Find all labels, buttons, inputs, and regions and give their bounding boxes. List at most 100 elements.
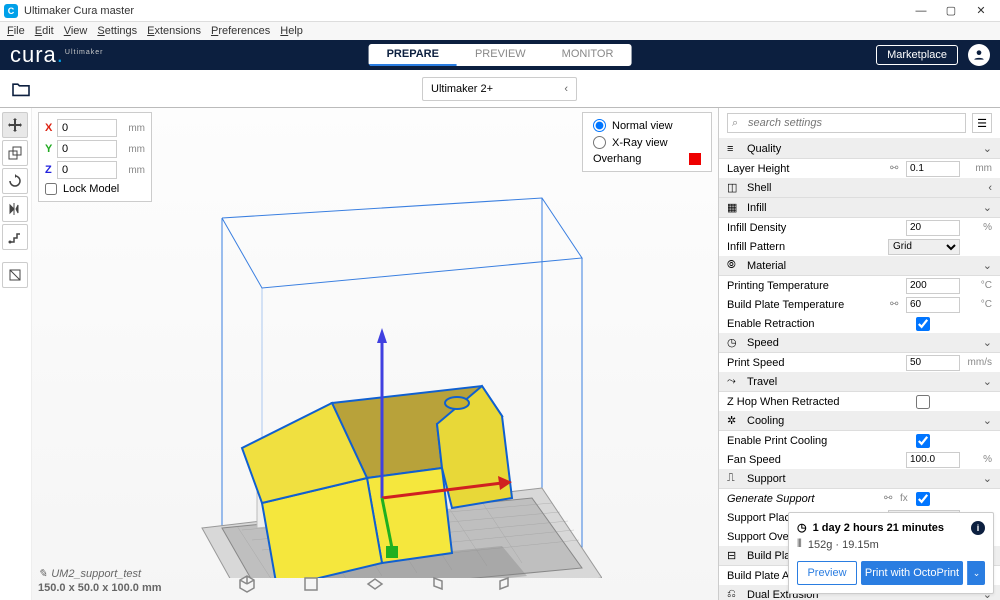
menubar: File Edit View Settings Extensions Prefe… [0,22,1000,40]
print-info-card: i ◷1 day 2 hours 21 minutes ⦀152g · 19.1… [788,512,994,594]
category-shell[interactable]: ◫Shell‹ [719,178,1000,198]
menu-preferences[interactable]: Preferences [206,25,275,37]
main-area: Xmm Ymm Zmm Lock Model Normal view X-Ray… [0,108,1000,600]
brand-small: Ultimaker [65,49,104,56]
support-icon: ⎍ [727,472,743,485]
brand-text: cura [10,42,57,68]
y-input[interactable] [57,140,117,158]
xray-view-radio[interactable]: X-Ray view [593,136,701,149]
app-header: cura. Ultimaker PREPARE PREVIEW MONITOR … [0,40,1000,70]
brand-logo: cura. Ultimaker [10,42,101,68]
spool-icon: ⦀ [797,538,802,551]
tab-prepare[interactable]: PREPARE [369,44,457,66]
gen-support-checkbox[interactable] [916,492,930,506]
search-icon: ⌕ [732,117,738,130]
category-infill[interactable]: ▦Infill⌄ [719,198,1000,218]
menu-extensions[interactable]: Extensions [142,25,206,37]
transform-panel: Xmm Ymm Zmm Lock Model [38,112,152,202]
folder-icon [11,81,31,97]
move-icon [7,117,23,133]
support-blocker-tool[interactable] [2,262,28,288]
lock-model-checkbox[interactable]: Lock Model [45,183,145,195]
adhesion-icon: ⊟ [727,549,743,562]
right-icon [493,574,513,594]
view-top-button[interactable] [363,572,387,596]
marketplace-button[interactable]: Marketplace [876,45,958,65]
printer-selector[interactable]: Ultimaker 2+ ‹ [422,77,577,101]
blocker-icon [7,267,23,283]
open-file-button[interactable] [8,76,34,102]
stage-tabs: PREPARE PREVIEW MONITOR [369,44,632,66]
account-avatar[interactable] [968,44,990,66]
category-cooling[interactable]: ✲Cooling⌄ [719,411,1000,431]
move-tool[interactable] [2,112,28,138]
shell-icon: ◫ [727,181,743,194]
left-icon [429,574,449,594]
tab-preview[interactable]: PREVIEW [457,44,544,66]
tool-sidebar [0,108,32,600]
infill-pattern-select[interactable]: Grid [888,239,960,255]
print-material: 152g · 19.15m [808,539,879,551]
speed-icon: ◷ [727,336,743,349]
category-quality[interactable]: ≡Quality⌄ [719,139,1000,159]
category-travel[interactable]: ⤳Travel⌄ [719,372,1000,392]
infill-density-input[interactable] [906,220,960,236]
menu-settings[interactable]: Settings [92,25,142,37]
model-dimensions: 150.0 x 50.0 x 100.0 mm [38,582,162,594]
scale-tool[interactable] [2,140,28,166]
maximize-button[interactable]: ▢ [936,1,966,21]
view-front-button[interactable] [299,572,323,596]
search-settings-input[interactable] [727,113,966,133]
layer-height-input[interactable] [906,161,960,177]
model-name: UM2_support_test [51,568,141,580]
category-support[interactable]: ⎍Support⌄ [719,469,1000,489]
overhang-indicator: Overhang [593,153,701,165]
chevron-left-icon: ‹ [988,182,992,194]
view-right-button[interactable] [491,572,515,596]
print-button[interactable]: Print with OctoPrint [861,561,963,585]
fan-cooling-checkbox[interactable] [916,434,930,448]
print-speed-input[interactable] [906,355,960,371]
infill-icon: ▦ [727,201,743,214]
material-icon: ⦾ [727,259,743,272]
top-icon [365,574,385,594]
retraction-checkbox[interactable] [916,317,930,331]
bed-temp-input[interactable] [906,297,960,313]
3d-viewport[interactable]: Xmm Ymm Zmm Lock Model Normal view X-Ray… [32,108,718,600]
menu-file[interactable]: File [2,25,30,37]
menu-help[interactable]: Help [275,25,308,37]
normal-view-radio[interactable]: Normal view [593,119,701,132]
x-input[interactable] [57,119,117,137]
preview-button[interactable]: Preview [797,561,857,585]
mesh-tool[interactable] [2,224,28,250]
rotate-icon [7,173,23,189]
user-icon [972,48,986,62]
layer-height-label: Layer Height [727,163,886,175]
minimize-button[interactable]: — [906,1,936,21]
z-input[interactable] [57,161,117,179]
print-dropdown-button[interactable]: ⌄ [967,561,985,585]
tab-monitor[interactable]: MONITOR [544,44,632,66]
zhop-checkbox[interactable] [916,395,930,409]
menu-view[interactable]: View [59,25,93,37]
print-temp-input[interactable] [906,278,960,294]
pencil-icon: ✎ [38,567,47,580]
view-3d-button[interactable] [235,572,259,596]
mirror-tool[interactable] [2,196,28,222]
category-speed[interactable]: ◷Speed⌄ [719,333,1000,353]
fan-speed-input[interactable] [906,452,960,468]
toolbar: Ultimaker 2+ ‹ [0,70,1000,108]
front-icon [301,574,321,594]
rotate-tool[interactable] [2,168,28,194]
quality-icon: ≡ [727,143,743,155]
clock-icon: ◷ [797,521,807,534]
category-material[interactable]: ⦾Material⌄ [719,256,1000,276]
overhang-color-swatch [689,153,701,165]
chevron-down-icon: ⌄ [983,142,992,155]
info-icon[interactable]: i [971,521,985,535]
settings-menu-button[interactable]: ☰ [972,113,992,133]
close-button[interactable]: ✕ [966,1,996,21]
view-mode-panel: Normal view X-Ray view Overhang [582,112,712,172]
menu-edit[interactable]: Edit [30,25,59,37]
view-left-button[interactable] [427,572,451,596]
